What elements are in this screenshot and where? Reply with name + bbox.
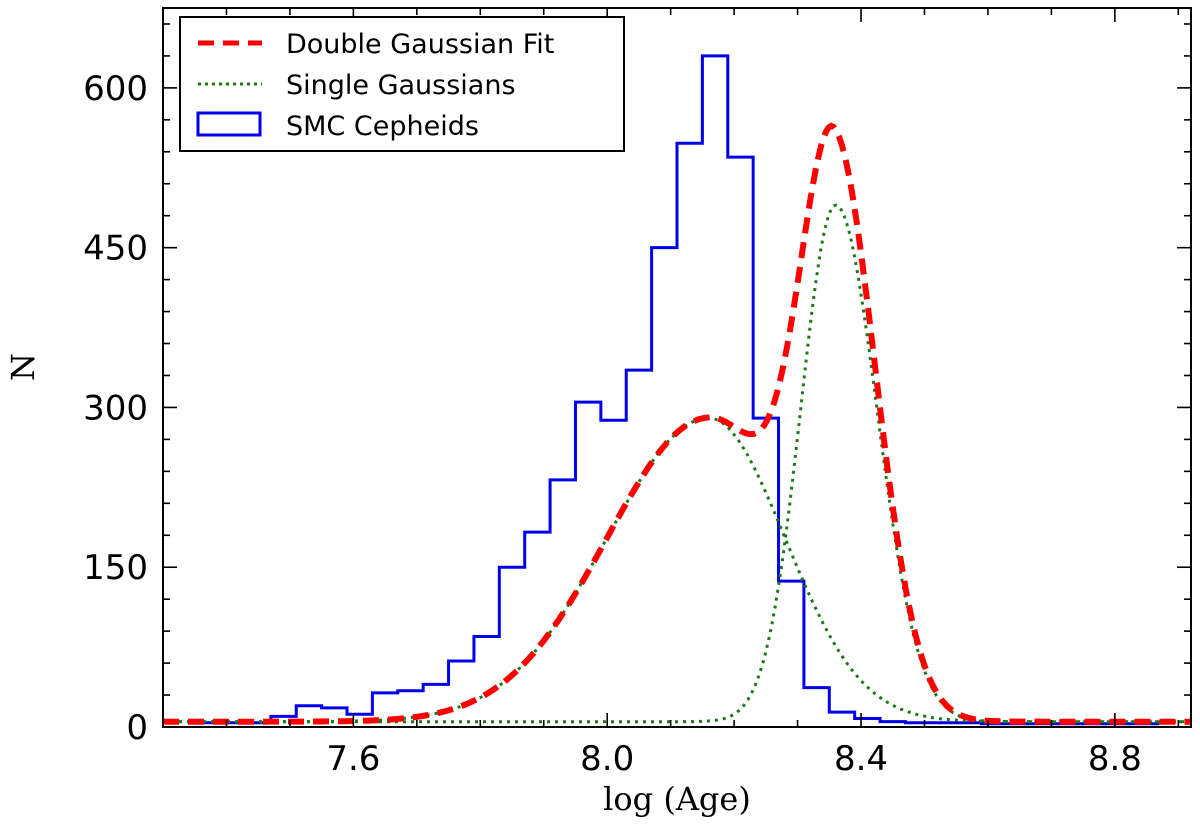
y-tick-label: 600 — [83, 69, 148, 109]
histogram-steps — [194, 54, 1160, 726]
x-tick-label: 8.8 — [1088, 739, 1142, 779]
legend-label-single: Single Gaussians — [286, 70, 516, 101]
y-tick-label: 150 — [83, 548, 148, 588]
x-tick-label: 7.6 — [326, 739, 380, 779]
x-tick-label: 8.0 — [580, 739, 634, 779]
plot-frame — [162, 7, 1192, 728]
x-axis-title: log (Age) — [603, 780, 751, 818]
legend: Double Gaussian Fit Single Gaussians SMC… — [179, 16, 625, 152]
single-gaussian-2 — [163, 203, 1191, 724]
y-tick-label: 300 — [83, 388, 148, 428]
x-tick-label: 8.4 — [834, 739, 888, 779]
legend-label-hist: SMC Cepheids — [286, 111, 479, 142]
double-gaussian-fit-line — [163, 122, 1191, 725]
y-tick-label: 450 — [83, 229, 148, 269]
legend-label-fit: Double Gaussian Fit — [286, 29, 554, 60]
y-axis-title: N — [4, 353, 42, 381]
single-gaussian-1 — [163, 416, 1191, 724]
y-tick-label: 0 — [126, 708, 148, 748]
legend-swatch-hist — [196, 111, 262, 137]
